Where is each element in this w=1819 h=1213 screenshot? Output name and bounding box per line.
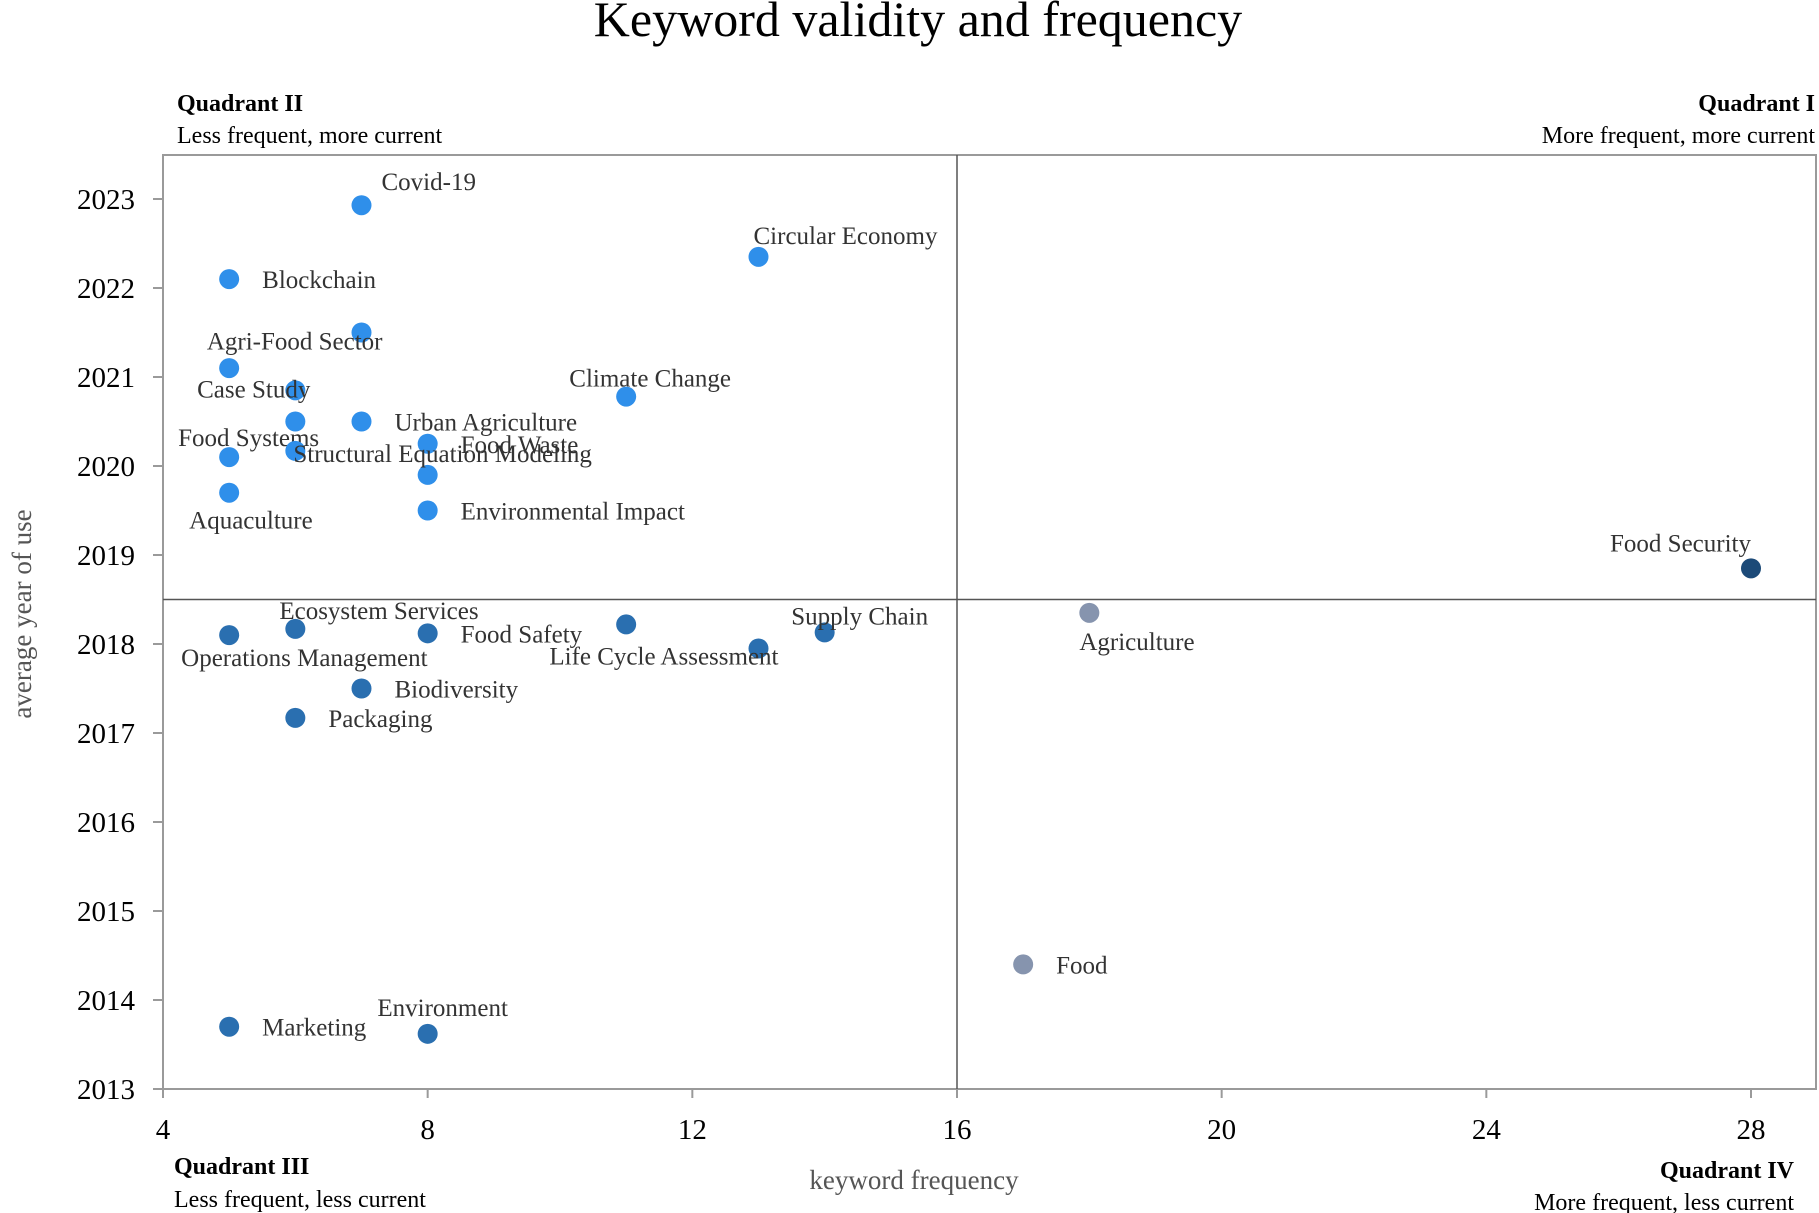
data-point[interactable] <box>417 433 438 454</box>
y-tick-label: 2017 <box>77 718 135 750</box>
x-tick-label: 24 <box>1472 1114 1502 1146</box>
point-label: Biodiversity <box>395 677 519 704</box>
data-point[interactable] <box>616 614 637 635</box>
y-tick-label: 2016 <box>77 807 135 839</box>
data-point[interactable] <box>1079 602 1100 623</box>
data-point[interactable] <box>616 386 637 407</box>
data-points: Covid-19 Circular Economy Blockchain Agri-F… <box>178 169 1761 1044</box>
data-point[interactable] <box>417 464 438 485</box>
data-point[interactable] <box>219 482 240 503</box>
y-tick-label: 2018 <box>77 629 135 661</box>
data-point[interactable] <box>219 447 240 468</box>
data-point[interactable] <box>285 440 306 461</box>
x-tick-label: 16 <box>943 1114 972 1146</box>
data-point[interactable] <box>285 618 306 639</box>
y-axis-ticks: 2013 2014 2015 2016 2017 2018 2019 2020 2021 2022… <box>77 184 163 1106</box>
y-tick-label: 2019 <box>77 540 135 572</box>
y-tick-label: 2015 <box>77 896 135 928</box>
data-point[interactable] <box>219 1016 240 1037</box>
chart-title: Keyword validity and frequency <box>594 0 1242 47</box>
quadrant-iii-title: Quadrant III <box>174 1154 309 1180</box>
y-tick-label: 2023 <box>77 184 135 216</box>
x-tick-label: 12 <box>678 1114 707 1146</box>
point-label: Food Waste <box>461 432 579 459</box>
data-point[interactable] <box>417 1023 438 1044</box>
x-tick-label: 28 <box>1737 1114 1766 1146</box>
data-point[interactable] <box>351 411 372 432</box>
data-point[interactable] <box>417 623 438 644</box>
point-label: Circular Economy <box>754 223 938 250</box>
data-point[interactable] <box>417 500 438 521</box>
point-label: Life Cycle Assessment <box>549 643 778 670</box>
data-point[interactable] <box>1013 954 1034 975</box>
data-point[interactable] <box>814 622 835 643</box>
quadrant-iv-subtitle: More frequent, less current <box>1534 1190 1794 1213</box>
point-label: Blockchain <box>262 267 376 294</box>
x-axis-label: keyword frequency <box>809 1165 1019 1195</box>
point-label: Marketing <box>262 1015 367 1042</box>
point-label: Environmental Impact <box>461 499 685 526</box>
x-tick-label: 4 <box>156 1114 171 1146</box>
y-tick-label: 2020 <box>77 451 135 483</box>
y-axis-label: average year of use <box>7 509 37 718</box>
quadrant-ii-title: Quadrant II <box>177 91 303 117</box>
y-tick-label: 2013 <box>77 1074 135 1106</box>
data-point[interactable] <box>219 269 240 290</box>
x-axis-ticks: 4 8 12 16 20 24 28 <box>156 1089 1766 1146</box>
data-point[interactable] <box>748 638 769 659</box>
data-point[interactable] <box>1741 558 1761 579</box>
point-label: Agriculture <box>1079 629 1194 656</box>
data-point[interactable] <box>285 411 306 432</box>
quadrant-i-subtitle: More frequent, more current <box>1542 123 1816 149</box>
point-label: Climate Change <box>569 366 731 393</box>
data-point[interactable] <box>219 358 240 379</box>
quadrant-iv-title: Quadrant IV <box>1660 1158 1795 1184</box>
y-tick-label: 2022 <box>77 273 135 305</box>
point-label: Supply Chain <box>791 603 928 630</box>
point-label: Aquaculture <box>189 508 313 535</box>
point-label: Agri-Food Sector <box>207 329 383 356</box>
point-label: Food Security <box>1610 530 1751 557</box>
data-point[interactable] <box>285 380 306 401</box>
data-point[interactable] <box>351 195 372 216</box>
point-label: Food Safety <box>461 621 583 648</box>
quadrant-iii-subtitle: Less frequent, less current <box>174 1187 426 1213</box>
point-label: Ecosystem Services <box>279 598 478 625</box>
point-label: Urban Agriculture <box>395 410 578 437</box>
point-label: Covid-19 <box>382 169 476 196</box>
quadrant-i-title: Quadrant I <box>1698 91 1815 117</box>
point-label: Operations Management <box>181 645 428 672</box>
point-label: Packaging <box>328 706 433 733</box>
point-label: Structural Equation Modeling <box>293 441 592 468</box>
y-tick-label: 2021 <box>77 362 135 394</box>
data-point[interactable] <box>351 678 372 699</box>
data-point[interactable] <box>219 625 240 646</box>
data-point[interactable] <box>748 246 769 267</box>
point-label: Environment <box>377 995 508 1022</box>
quadrant-ii-subtitle: Less frequent, more current <box>177 123 443 149</box>
data-point[interactable] <box>351 322 372 343</box>
x-tick-label: 20 <box>1207 1114 1236 1146</box>
point-label: Case Study <box>197 376 311 403</box>
plot-frame <box>162 154 1817 1090</box>
point-label: Food <box>1056 952 1108 979</box>
y-tick-label: 2014 <box>77 985 136 1017</box>
data-point[interactable] <box>285 707 306 728</box>
x-tick-label: 8 <box>420 1114 435 1146</box>
